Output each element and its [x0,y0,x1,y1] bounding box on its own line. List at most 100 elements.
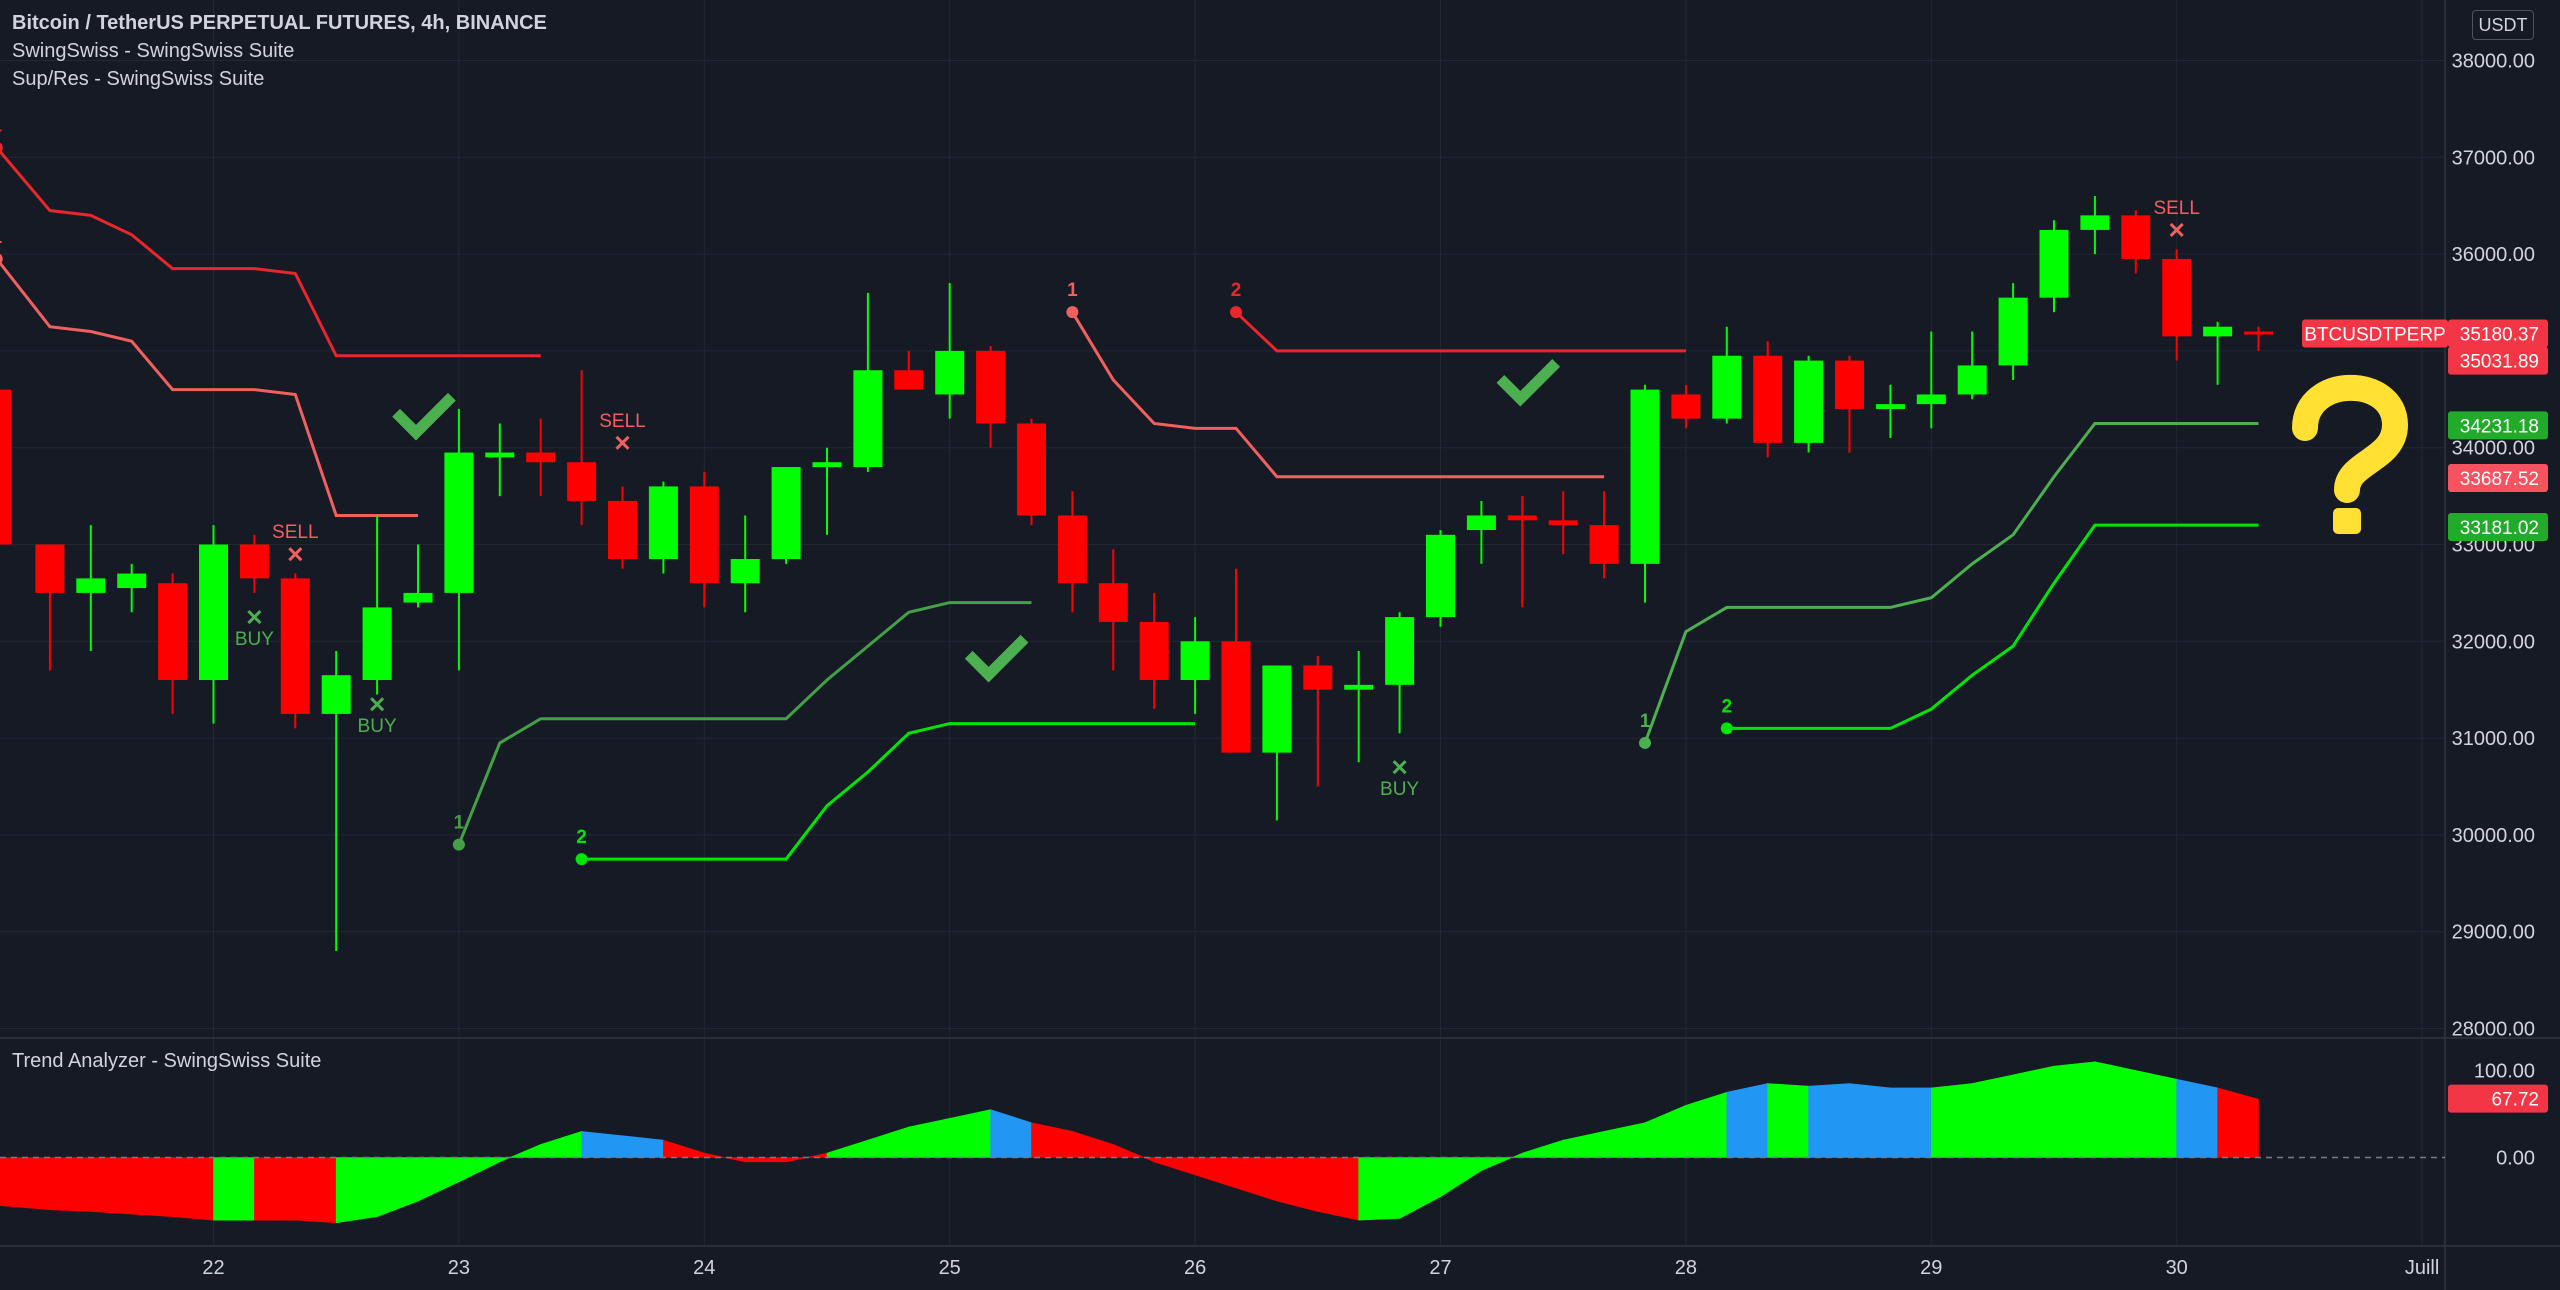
candle-body [117,573,147,589]
check-mark-icons [392,359,1561,683]
level-start-dot [1066,306,1079,319]
level-line [1071,311,1605,479]
indicator-legend-trend-analyzer[interactable]: Trend Analyzer - SwingSwiss Suite [12,1050,322,1072]
time-tick-label: Juill [2405,1257,2439,1279]
level-number: 1 [0,227,2,248]
candle-body [1630,389,1660,564]
level-number: 1 [1067,280,1078,301]
candle-body [526,452,556,463]
candle-body [689,486,719,584]
level-line [0,149,541,358]
sell-cross-icon [615,435,630,450]
candle-body [403,592,433,603]
level-line [1234,311,1686,353]
level-number: 2 [576,827,587,848]
check-icon [1496,359,1561,407]
oscillator-segment [1767,1083,1809,1158]
level-start-dot [0,253,3,264]
currency-button[interactable]: USDT [2472,10,2534,40]
time-tick-label: 24 [693,1257,715,1279]
level-start-dot [1720,722,1733,735]
indicator-legend-supres[interactable]: Sup/Res - SwingSwiss Suite [12,68,265,90]
time-axis[interactable]: 22 23 24 25 26 27 28 29 30 Juill [202,1257,2439,1279]
oscillator-segment [335,1157,378,1224]
oscillator-tick-label: 100.00 [2474,1061,2535,1083]
level-line [581,722,1196,861]
candle-body [1589,525,1619,564]
oscillator-segment [213,1157,255,1221]
oscillator-segment [1562,1131,1605,1158]
price-axis[interactable]: 28000.00 29000.00 30000.00 31000.00 32000.00… [2452,51,2535,1170]
level-start-dot [575,853,588,866]
candle-body [280,578,310,714]
oscillator-segment [1808,1083,1850,1158]
candle-body [1426,534,1455,618]
chart-title[interactable]: Bitcoin / TetherUS PERPETUAL FUTURES, 4h… [12,12,547,34]
oscillator-segment [90,1157,132,1215]
price-tag [2448,346,2548,375]
time-tick-label: 28 [1675,1257,1697,1279]
price-tag-value: 35180.37 [2460,324,2539,345]
price-tag [2448,319,2548,348]
oscillator-segment [458,1157,501,1183]
buy-signal-label: BUY [235,629,274,650]
candle-body [1139,621,1169,681]
oscillator-segment [172,1157,214,1221]
candle-body [1671,394,1701,419]
buy-cross-icon [1392,760,1407,775]
time-tick-label: 30 [2166,1257,2188,1279]
buy-signal-label: BUY [358,716,397,737]
level-number: 1 [0,116,2,137]
oscillator-segment [2053,1061,2096,1158]
candle-body [321,675,351,714]
time-tick-label: 29 [1920,1257,1942,1279]
oscillator-segment [1971,1074,2014,1158]
candle-body [1262,665,1292,753]
candle-body [485,452,515,458]
candle-body [0,389,12,545]
check-icon [964,634,1029,683]
candle-body [2203,326,2233,337]
price-tag [2448,463,2548,492]
indicator-legend-swingswiss[interactable]: SwingSwiss - SwingSwiss Suite [12,40,295,62]
oscillator-segment [1849,1083,1891,1158]
candle-body [935,350,965,395]
level-line [1726,523,2259,730]
trade-signals: SELL BUY BUY SELL BUY SELL [235,198,2200,800]
candle-body [648,486,678,560]
oscillator-segment [49,1157,92,1212]
oscillator-value: 67.72 [2491,1090,2539,1111]
oscillator-tick-label: 0.00 [2496,1148,2535,1170]
oscillator-segment [1276,1157,1319,1212]
oscillator-segment [294,1157,337,1224]
price-tag-value: 33181.02 [2460,518,2539,539]
candle-body [444,452,474,593]
candle-body [1753,355,1783,443]
candle-body [2244,331,2273,335]
candle-body [362,607,392,681]
level-start-dot [1639,736,1651,749]
level-line [1643,422,2259,744]
question-mark-icon [2292,374,2409,534]
price-tick-label: 37000.00 [2452,147,2535,169]
symbol-tag-label: BTCUSDTPERP [2304,324,2445,345]
candle-body [1303,665,1333,690]
support-resistance-lines: 1 1 1 2 1 2 1 2 [0,116,2259,866]
oscillator-segment [1522,1139,1564,1158]
price-tick-label: 29000.00 [2452,922,2535,944]
sell-cross-icon [2169,222,2184,237]
oscillator-segment [581,1131,623,1158]
sell-signal-label: SELL [2153,198,2199,219]
oscillator-segment [1317,1157,1359,1221]
oscillator-value-tag [2448,1084,2548,1113]
oscillator-segment [1890,1087,1932,1158]
candle-body [1957,365,1987,395]
oscillator-segment [417,1157,460,1202]
price-tag-value: 33687.52 [2460,469,2539,490]
oscillator-segment [499,1143,542,1163]
oscillator-segment [1153,1157,1196,1176]
level-line [0,260,418,517]
buy-cross-icon [370,697,385,712]
oscillator-segment [1440,1157,1482,1198]
